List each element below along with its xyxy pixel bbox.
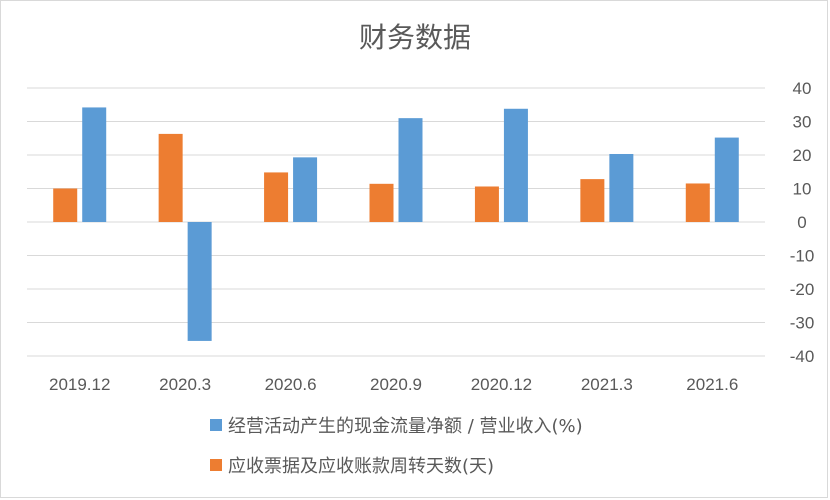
legend-label-receivable-days: 应收票据及应收账款周转天数(天) (228, 456, 495, 477)
x-tick-label: 2020.6 (265, 375, 317, 394)
x-tick-label: 2020.12 (471, 375, 532, 394)
y-tick-label: -30 (790, 314, 815, 333)
y-tick-label: -40 (790, 347, 815, 366)
bar-cashflow-2019.12 (82, 107, 107, 222)
bar-cashflow-2020.12 (503, 108, 528, 222)
bar-receivable-days-2020.12 (474, 186, 499, 222)
chart-title: 财务数据 (358, 21, 471, 54)
x-tick-label: 2021.3 (581, 375, 633, 394)
legend-item-cashflow: 经营活动产生的现金流量净额 / 营业收入(%) (210, 412, 583, 438)
x-tick-label: 2020.9 (370, 375, 422, 394)
y-tick-label: -20 (790, 280, 815, 299)
legend-swatch-cashflow (210, 419, 222, 431)
bar-cashflow-2020.9 (398, 118, 423, 222)
x-tick-label: 2021.6 (686, 375, 738, 394)
bar-receivable-days-2020.9 (369, 183, 394, 222)
y-tick-label: 10 (793, 180, 812, 199)
legend-swatch-receivable-days (210, 459, 222, 471)
bar-cashflow-2020.6 (293, 157, 318, 222)
bar-receivable-days-2021.3 (580, 179, 605, 222)
bar-cashflow-2021.3 (609, 153, 634, 222)
chart-legend: 经营活动产生的现金流量净额 / 营业收入(%) 应收票据及应收账款周转天数(天) (210, 412, 583, 492)
bar-receivable-days-2020.3 (158, 133, 183, 222)
legend-label-cashflow: 经营活动产生的现金流量净额 / 营业收入(%) (228, 416, 583, 437)
bar-receivable-days-2021.6 (685, 183, 710, 222)
y-tick-label: 30 (793, 113, 812, 132)
bar-receivable-days-2019.12 (53, 188, 78, 222)
x-tick-label: 2020.3 (159, 375, 211, 394)
y-tick-label: -10 (790, 247, 815, 266)
bar-cashflow-2021.6 (714, 137, 739, 222)
legend-item-receivable-days: 应收票据及应收账款周转天数(天) (210, 452, 583, 478)
y-tick-label: 0 (797, 213, 806, 232)
y-tick-label: 40 (793, 79, 812, 98)
x-tick-label: 2019.12 (49, 375, 110, 394)
bar-cashflow-2020.3 (187, 222, 212, 341)
y-tick-label: 20 (793, 146, 812, 165)
bar-receivable-days-2020.6 (264, 172, 289, 222)
